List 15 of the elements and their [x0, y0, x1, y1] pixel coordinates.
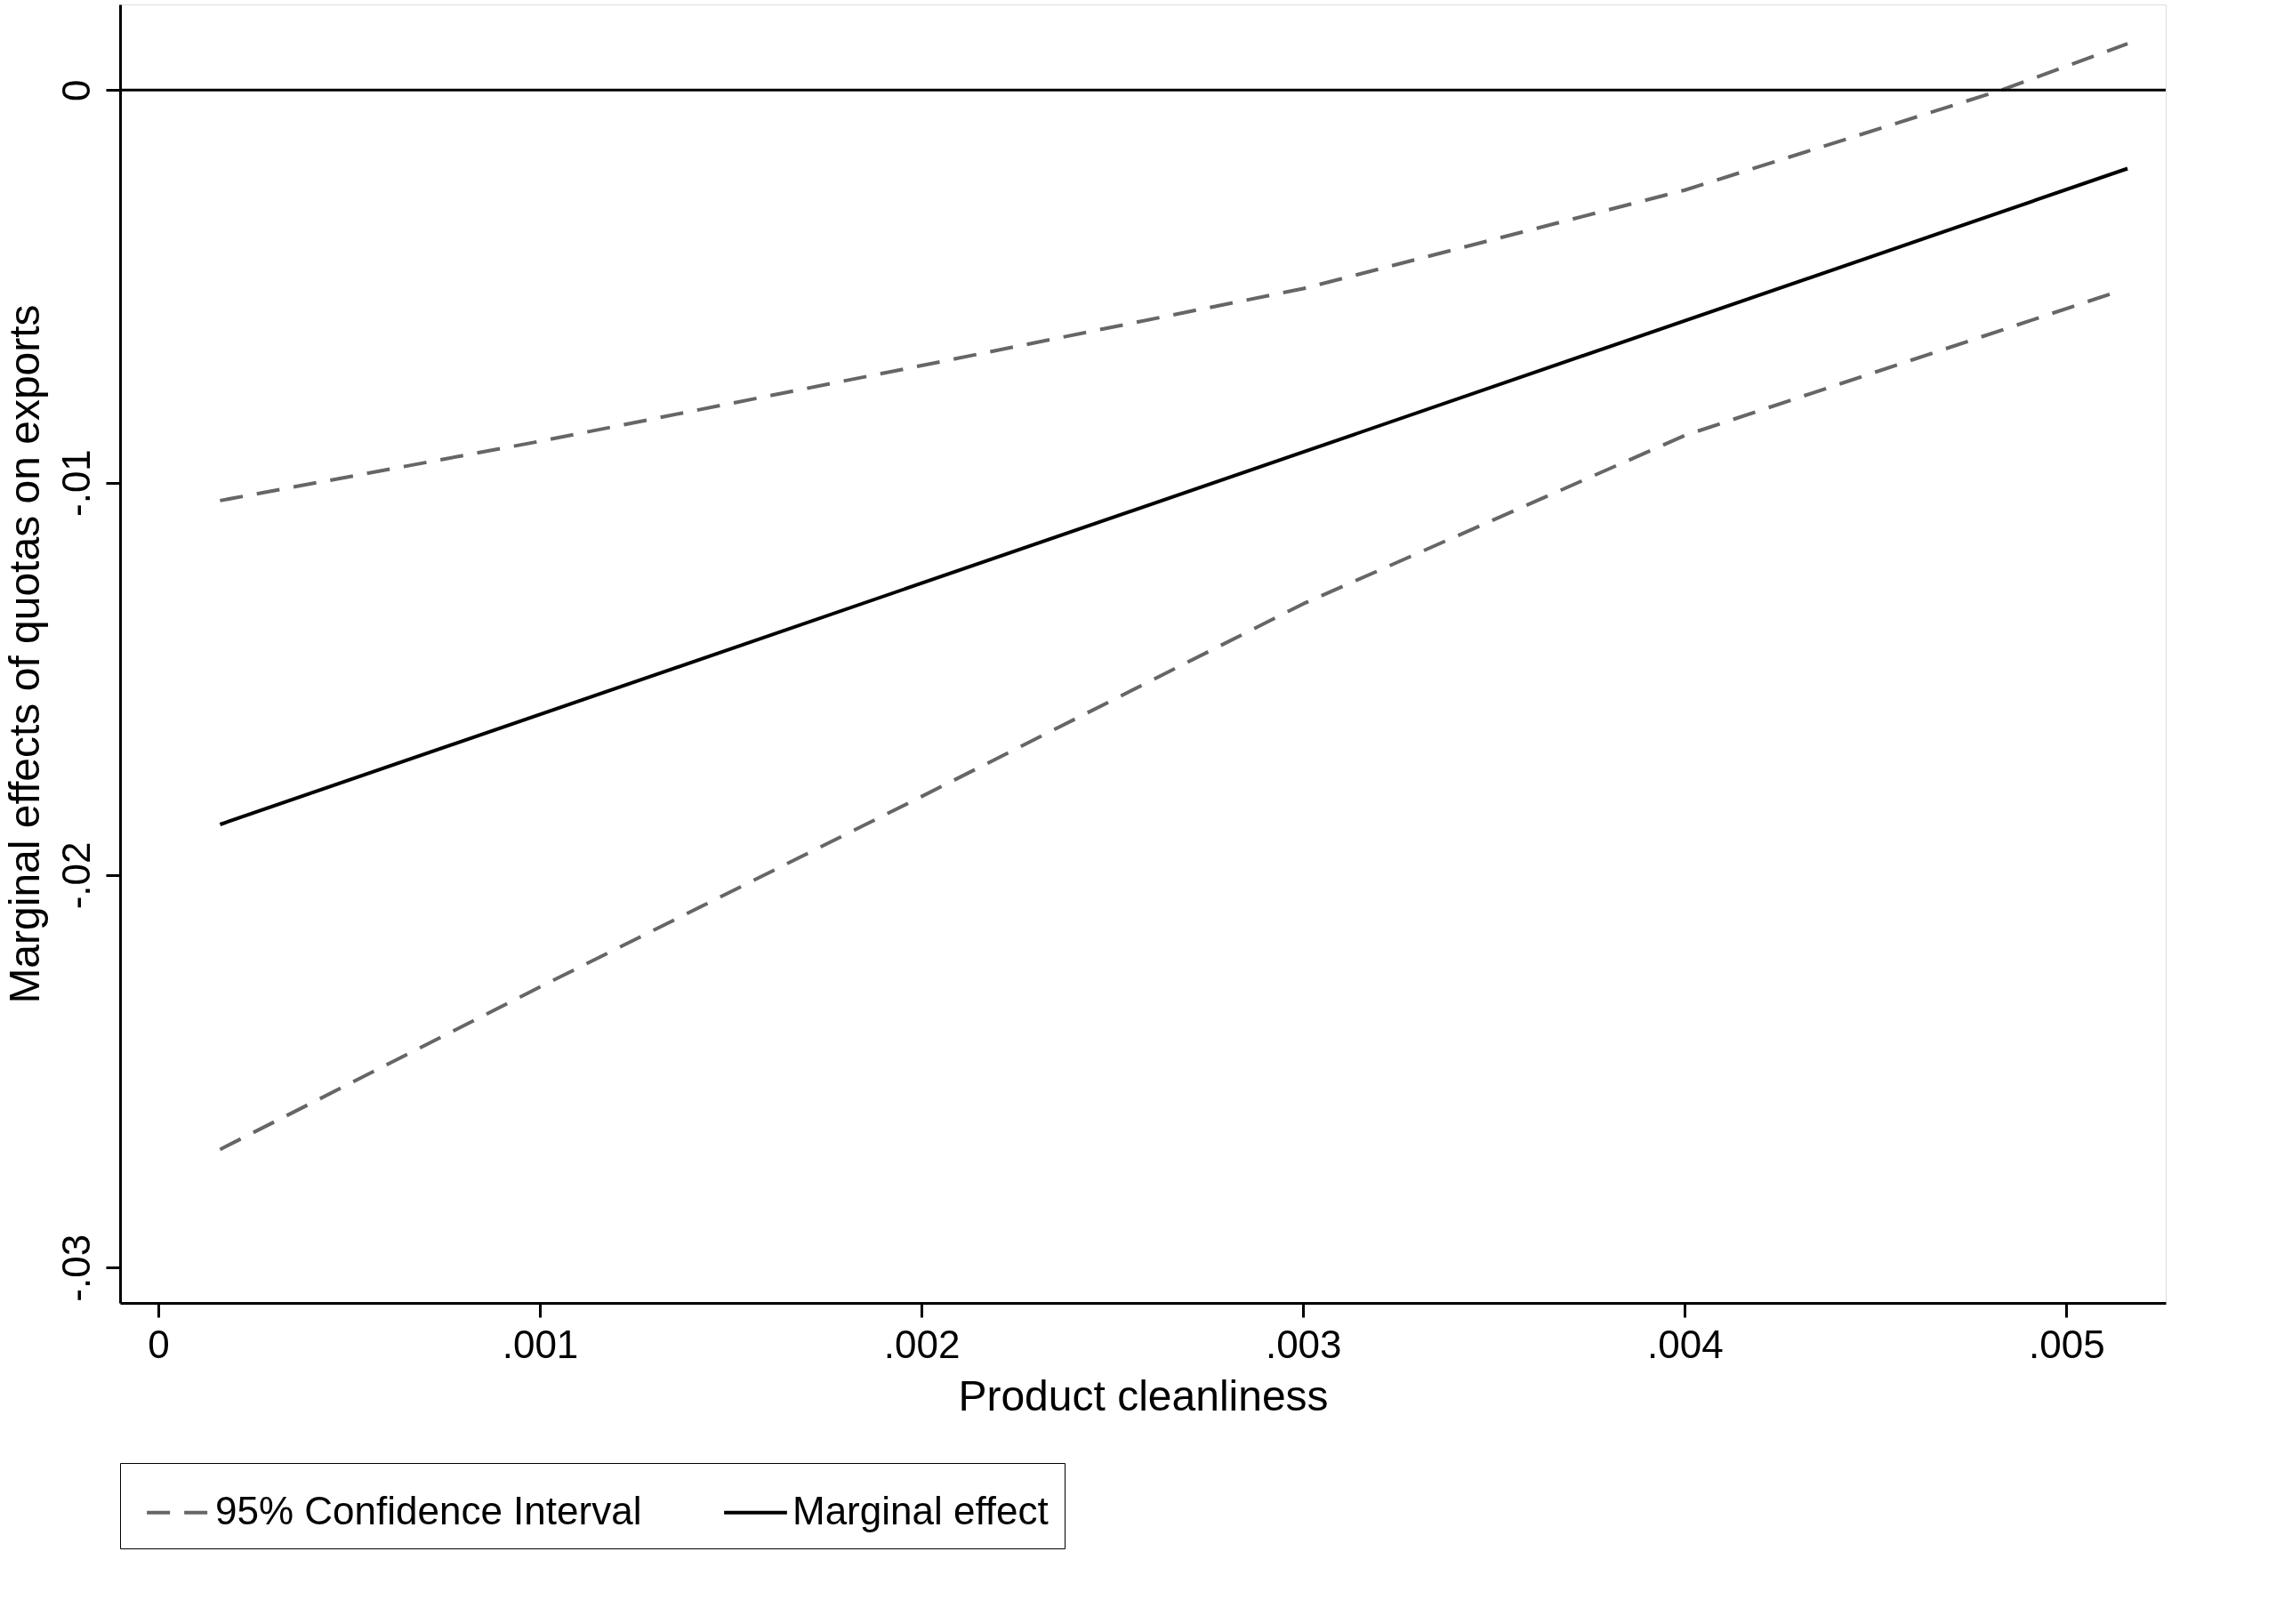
x-tick-label: .005: [2029, 1322, 2105, 1366]
x-tick-label: .001: [502, 1322, 579, 1366]
x-tick-label: .003: [1265, 1322, 1342, 1366]
x-tick-label: .002: [883, 1322, 961, 1366]
y-tick-label: -.03: [53, 1234, 98, 1302]
legend-label: Marginal effect: [792, 1488, 1049, 1532]
x-axis-title: Product cleanliness: [958, 1371, 1329, 1419]
x-tick-label: 0: [148, 1322, 170, 1366]
y-tick-label: -.01: [53, 449, 98, 517]
x-tick-label: .004: [1647, 1322, 1724, 1366]
y-tick-label: -.02: [53, 841, 98, 910]
line-series: [218, 42, 2130, 502]
y-axis-title: Marginal effects of quotas on exports: [0, 304, 48, 1004]
legend-label: 95% Confidence Interval: [215, 1488, 642, 1532]
y-tick-label: 0: [53, 79, 98, 101]
